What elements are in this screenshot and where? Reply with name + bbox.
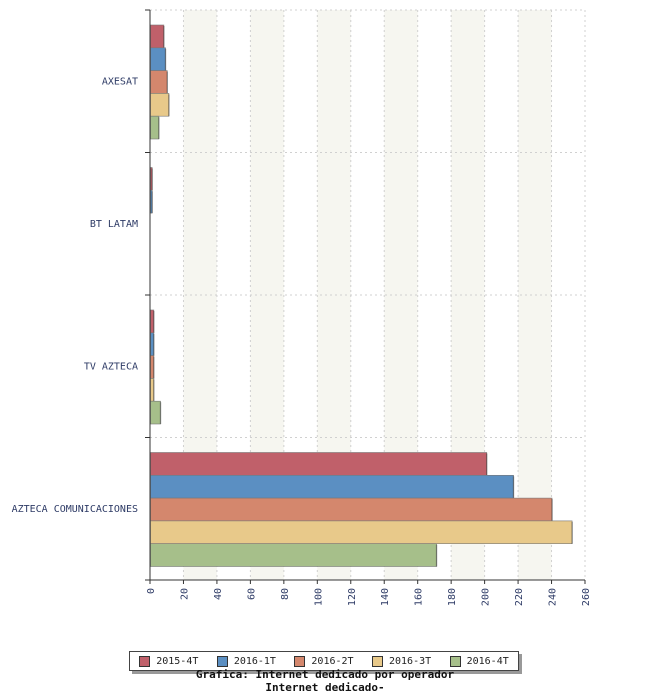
- legend-label: 2016-1T: [233, 655, 276, 667]
- bar: [150, 24, 165, 49]
- legend-item: 2015-4T: [139, 655, 199, 667]
- legend-label: 2016-3T: [389, 655, 432, 667]
- x-tick-label: 0: [146, 588, 157, 594]
- x-tick-label: 40: [213, 588, 224, 600]
- x-tick-label: 180: [447, 588, 458, 606]
- x-tick-label: 220: [514, 588, 525, 606]
- caption-line-2: Internet dedicado-: [265, 681, 385, 694]
- bar: [150, 474, 514, 499]
- category-label: AXESAT: [102, 76, 138, 87]
- category-label: TV AZTECA: [84, 361, 138, 372]
- x-tick-label: 140: [380, 588, 391, 606]
- bar: [150, 115, 160, 140]
- category-label: AZTECA COMUNICACIONES: [12, 504, 138, 515]
- bar-chart: 0 20 40 60 80 100 120 140 160 180 200 220 240 260 AXE…: [12, 9, 592, 606]
- chart-caption: Grafica: Internet dedicado por operador …: [0, 668, 650, 694]
- bar: [150, 520, 573, 545]
- x-tick-label: 80: [280, 588, 291, 600]
- bar: [150, 452, 488, 476]
- category-label: BT LATAM: [90, 219, 138, 230]
- x-axis-ticks: 0 20 40 60 80 100 120 140 160 180 200 220 240 260: [146, 580, 592, 606]
- legend-swatch: [372, 655, 383, 667]
- category-labels: AXESAT BT LATAM TV AZTECA AZTECA COMUNICACI…: [12, 76, 138, 515]
- x-tick-label: 240: [548, 588, 559, 606]
- legend-swatch: [139, 655, 151, 667]
- legend-swatch: [449, 655, 461, 667]
- legend-label: 2016-2T: [311, 655, 354, 667]
- bar: [150, 70, 168, 94]
- legend-item: 2016-2T: [294, 655, 354, 667]
- bar: [150, 47, 166, 71]
- x-tick-label: 20: [179, 588, 190, 600]
- legend-item: 2016-3T: [372, 655, 432, 667]
- legend-label: 2015-4T: [156, 655, 199, 667]
- bar: [150, 543, 437, 567]
- bar: [150, 93, 170, 117]
- bar: [150, 400, 161, 425]
- bars: [150, 24, 573, 567]
- legend: 2015-4T 2016-1T 2016-2T 2016-3T 2016-4T: [129, 651, 519, 671]
- legend-label: 2016-4T: [466, 655, 509, 667]
- bar: [150, 497, 553, 522]
- legend-item: 2016-1T: [216, 655, 276, 667]
- legend-swatch: [216, 655, 228, 667]
- x-tick-label: 100: [313, 588, 324, 606]
- legend-swatch: [294, 655, 306, 667]
- x-tick-label: 200: [481, 588, 492, 606]
- x-tick-label: 260: [581, 588, 592, 606]
- x-tick-label: 60: [246, 588, 257, 600]
- x-tick-label: 160: [414, 588, 425, 606]
- x-tick-label: 120: [347, 588, 358, 606]
- caption-line-1: Grafica: Internet dedicado por operador: [195, 668, 455, 681]
- legend-item: 2016-4T: [449, 655, 509, 667]
- axes: [145, 9, 585, 581]
